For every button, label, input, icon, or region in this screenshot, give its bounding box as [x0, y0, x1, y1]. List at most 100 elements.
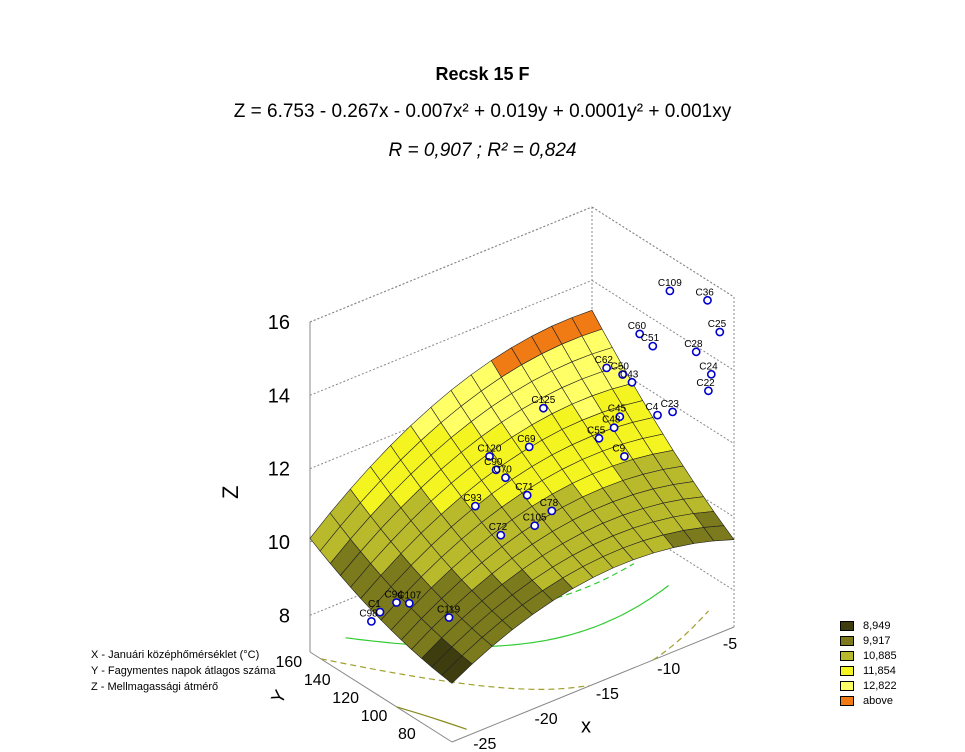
data-point	[496, 530, 506, 540]
contour-line	[320, 658, 589, 691]
point-label: C125	[531, 395, 555, 406]
data-point	[704, 386, 713, 396]
point-label: C90	[484, 457, 503, 468]
z-tick-label: 10	[268, 532, 290, 554]
point-label: C24	[699, 361, 718, 372]
point-label: C70	[494, 465, 513, 476]
point-label: C105	[523, 513, 547, 524]
data-point	[522, 490, 532, 500]
data-point	[539, 403, 548, 413]
note-y: Y - Fagymentes napok átlagos száma	[91, 665, 276, 677]
point-label: C60	[628, 321, 647, 332]
legend-label: 12,822	[863, 679, 897, 692]
data-point	[609, 423, 619, 433]
data-point	[703, 295, 712, 305]
point-label: C48	[602, 415, 621, 426]
chart-stats: R = 0,907 ; R² = 0,824	[388, 140, 577, 161]
y-tick-label: 160	[275, 654, 302, 671]
point-label: C9	[612, 443, 625, 454]
axis-notes: X - Januári középhőmérséklet (°C) Y - Fa…	[91, 647, 275, 695]
data-point	[691, 347, 701, 357]
point-label: C55	[587, 425, 606, 436]
x-tick-label: -10	[657, 661, 680, 678]
chart-equation: Z = 6.753 - 0.267x - 0.007x² + 0.019y + …	[233, 101, 732, 122]
point-label: C71	[515, 482, 534, 493]
contour-line	[652, 610, 709, 661]
data-point	[635, 329, 645, 339]
legend-label: 11,854	[863, 664, 896, 677]
data-point	[501, 473, 510, 483]
data-point	[648, 341, 658, 351]
data-point	[594, 433, 604, 443]
data-point	[653, 410, 662, 420]
legend-label: 9,917	[863, 634, 891, 647]
data-point	[524, 442, 534, 452]
z-axis-title: Z	[218, 486, 243, 499]
chart-title: Recsk 15 F	[435, 64, 530, 84]
legend-label: above	[863, 694, 893, 707]
point-label: C43	[620, 369, 639, 380]
point-label: C93	[463, 493, 482, 504]
z-tick-label: 8	[279, 605, 290, 627]
data-point	[392, 598, 401, 607]
point-label: C62	[595, 355, 614, 366]
data-point	[620, 451, 629, 461]
x-tick-label: -20	[535, 711, 558, 728]
z-tick-label: 16	[268, 312, 290, 334]
data-point	[375, 607, 385, 617]
legend-swatch	[840, 665, 854, 676]
gridline	[591, 279, 735, 371]
point-label: C23	[661, 399, 680, 410]
point-label: C51	[641, 333, 660, 344]
legend-item: 10,885	[840, 648, 897, 663]
legend-item: 9,917	[840, 633, 897, 648]
legend-item: 11,854	[840, 663, 897, 678]
data-point	[470, 501, 480, 511]
point-label: C94	[385, 590, 404, 601]
legend-item: above	[840, 693, 897, 708]
data-point	[485, 451, 494, 461]
point-label: C98	[359, 608, 378, 619]
gridline	[309, 279, 593, 396]
response-surface	[309, 309, 735, 684]
z-tick-label: 14	[268, 385, 290, 407]
data-point	[668, 407, 677, 417]
z-tick-label: 12	[268, 459, 290, 481]
data-point	[618, 370, 627, 379]
y-tick-label: 120	[332, 690, 359, 707]
axis-y-line	[309, 651, 453, 743]
legend: 8,949 9,917 10,885 11,854 12,822 above	[840, 618, 897, 708]
data-point	[615, 412, 625, 422]
x-tick-label: -25	[473, 736, 496, 752]
data-point	[627, 377, 637, 387]
point-label: C120	[478, 443, 502, 454]
point-label: C4	[646, 402, 659, 413]
legend-swatch	[840, 695, 854, 706]
point-label: C45	[608, 404, 627, 415]
surface-cell	[703, 525, 735, 542]
legend-label: 8,949	[863, 619, 891, 632]
data-point	[715, 327, 725, 337]
data-point	[491, 465, 501, 475]
legend-swatch	[840, 635, 854, 646]
point-label: C109	[658, 278, 682, 289]
point-label: C119	[437, 605, 461, 616]
point-label: C72	[489, 522, 508, 533]
legend-swatch	[840, 650, 854, 661]
gridline	[591, 206, 735, 298]
point-label: C78	[540, 498, 559, 509]
y-tick-label: 140	[304, 672, 331, 689]
x-tick-label: -15	[596, 686, 619, 703]
point-label: C1	[368, 599, 381, 610]
legend-swatch	[840, 620, 854, 631]
note-z: Z - Mellmagassági átmérő	[91, 681, 219, 693]
legend-item: 12,822	[840, 678, 897, 693]
y-tick-label: 80	[398, 726, 416, 743]
note-x: X - Januári középhőmérséklet (°C)	[91, 649, 260, 661]
data-point	[366, 617, 376, 626]
axis-x-line	[451, 626, 735, 743]
legend-item: 8,949	[840, 618, 897, 633]
x-axis-title: x	[581, 716, 591, 738]
